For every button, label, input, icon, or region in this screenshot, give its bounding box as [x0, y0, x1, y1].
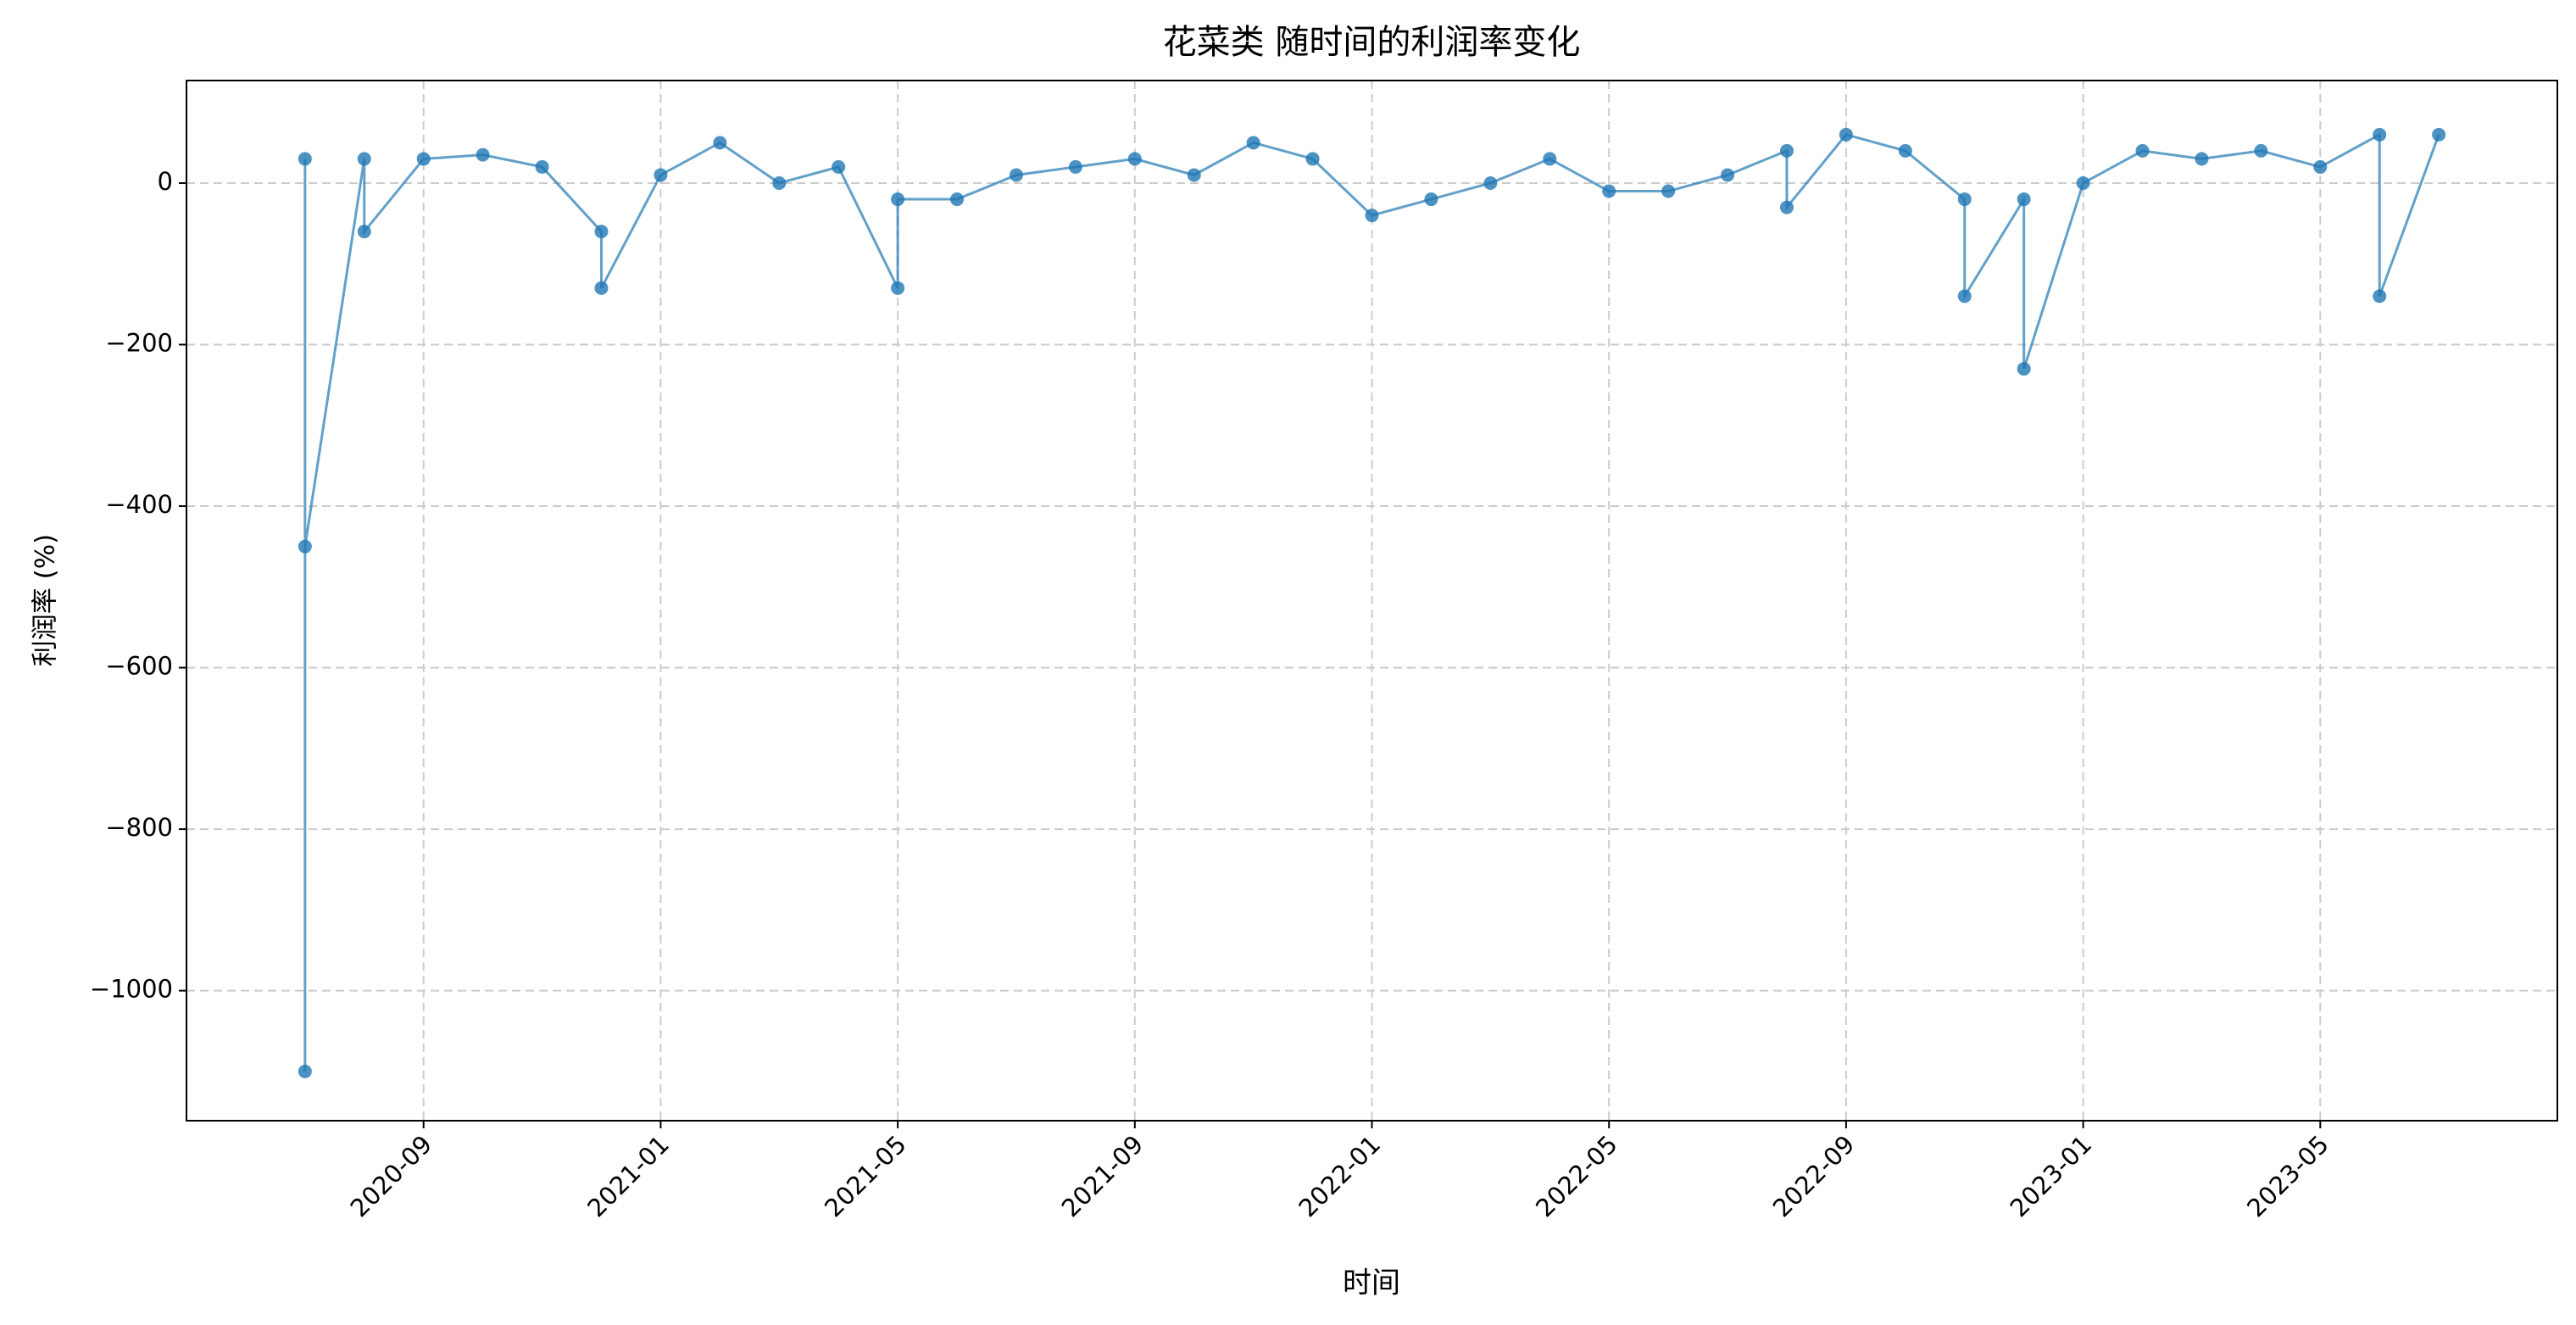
data-point — [594, 225, 609, 239]
data-point — [2017, 362, 2031, 376]
data-point — [1009, 168, 1023, 182]
data-point — [1661, 184, 1676, 198]
data-point — [1365, 209, 1379, 223]
y-tick-label: −400 — [105, 490, 173, 519]
data-point — [2373, 127, 2387, 142]
data-point — [2432, 127, 2446, 142]
data-point — [2076, 175, 2090, 190]
data-point — [891, 192, 905, 207]
y-tick-label: −200 — [105, 329, 173, 358]
data-point — [1779, 200, 1794, 214]
data-point — [654, 168, 668, 182]
data-line — [303, 132, 2440, 1072]
x-tick-label: 2022-01 — [1293, 1130, 1386, 1223]
x-axis-label: 时间 — [1343, 1267, 1400, 1300]
y-tick-label: 0 — [158, 167, 173, 196]
data-point — [891, 281, 905, 295]
data-point — [713, 136, 727, 150]
data-point — [1721, 168, 1735, 182]
data-point — [1543, 152, 1557, 166]
x-tick-label: 2022-09 — [1767, 1130, 1861, 1223]
data-point — [2135, 143, 2150, 158]
y-tick-label: −800 — [105, 813, 173, 842]
x-tick-label: 2020-09 — [345, 1130, 438, 1223]
data-point — [357, 152, 371, 166]
y-tick-label: −1000 — [90, 975, 173, 1004]
data-point — [1779, 143, 1794, 158]
data-point — [1839, 127, 1853, 142]
data-point — [2373, 289, 2387, 303]
chart-title: 花菜类 随时间的利润率变化 — [1163, 23, 1581, 62]
data-point — [1305, 152, 1320, 166]
data-point — [1068, 159, 1082, 174]
data-point — [298, 539, 312, 554]
x-tick-label: 2021-01 — [581, 1130, 675, 1223]
data-point — [1957, 192, 1972, 207]
data-point — [1127, 152, 1142, 166]
data-point — [832, 159, 846, 174]
data-point — [476, 148, 490, 162]
x-tick-label: 2023-01 — [2004, 1130, 2097, 1223]
data-point — [1246, 136, 1260, 150]
data-point — [2195, 152, 2209, 166]
data-point — [2313, 159, 2328, 174]
plot-frame — [186, 80, 2558, 1122]
data-point — [1957, 289, 1972, 303]
data-point — [298, 1064, 312, 1078]
y-axis-label: 利润率 (%) — [31, 534, 61, 667]
data-point — [1187, 168, 1201, 182]
data-point — [298, 152, 312, 166]
data-point — [1898, 143, 1912, 158]
data-point — [950, 192, 965, 207]
y-tick-label: −600 — [105, 652, 173, 681]
data-point — [535, 159, 549, 174]
data-point — [2254, 143, 2268, 158]
data-point — [594, 281, 609, 295]
x-tick-label: 2023-05 — [2241, 1130, 2334, 1223]
data-point — [357, 225, 371, 239]
x-tick-label: 2022-05 — [1530, 1130, 1623, 1223]
data-point — [2017, 192, 2031, 207]
x-tick-label: 2021-09 — [1056, 1130, 1149, 1223]
data-point — [772, 175, 787, 190]
data-point — [1483, 175, 1498, 190]
x-tick-label: 2021-05 — [819, 1130, 912, 1223]
data-point — [416, 152, 431, 166]
data-point — [1602, 184, 1616, 198]
data-point — [1424, 192, 1438, 207]
